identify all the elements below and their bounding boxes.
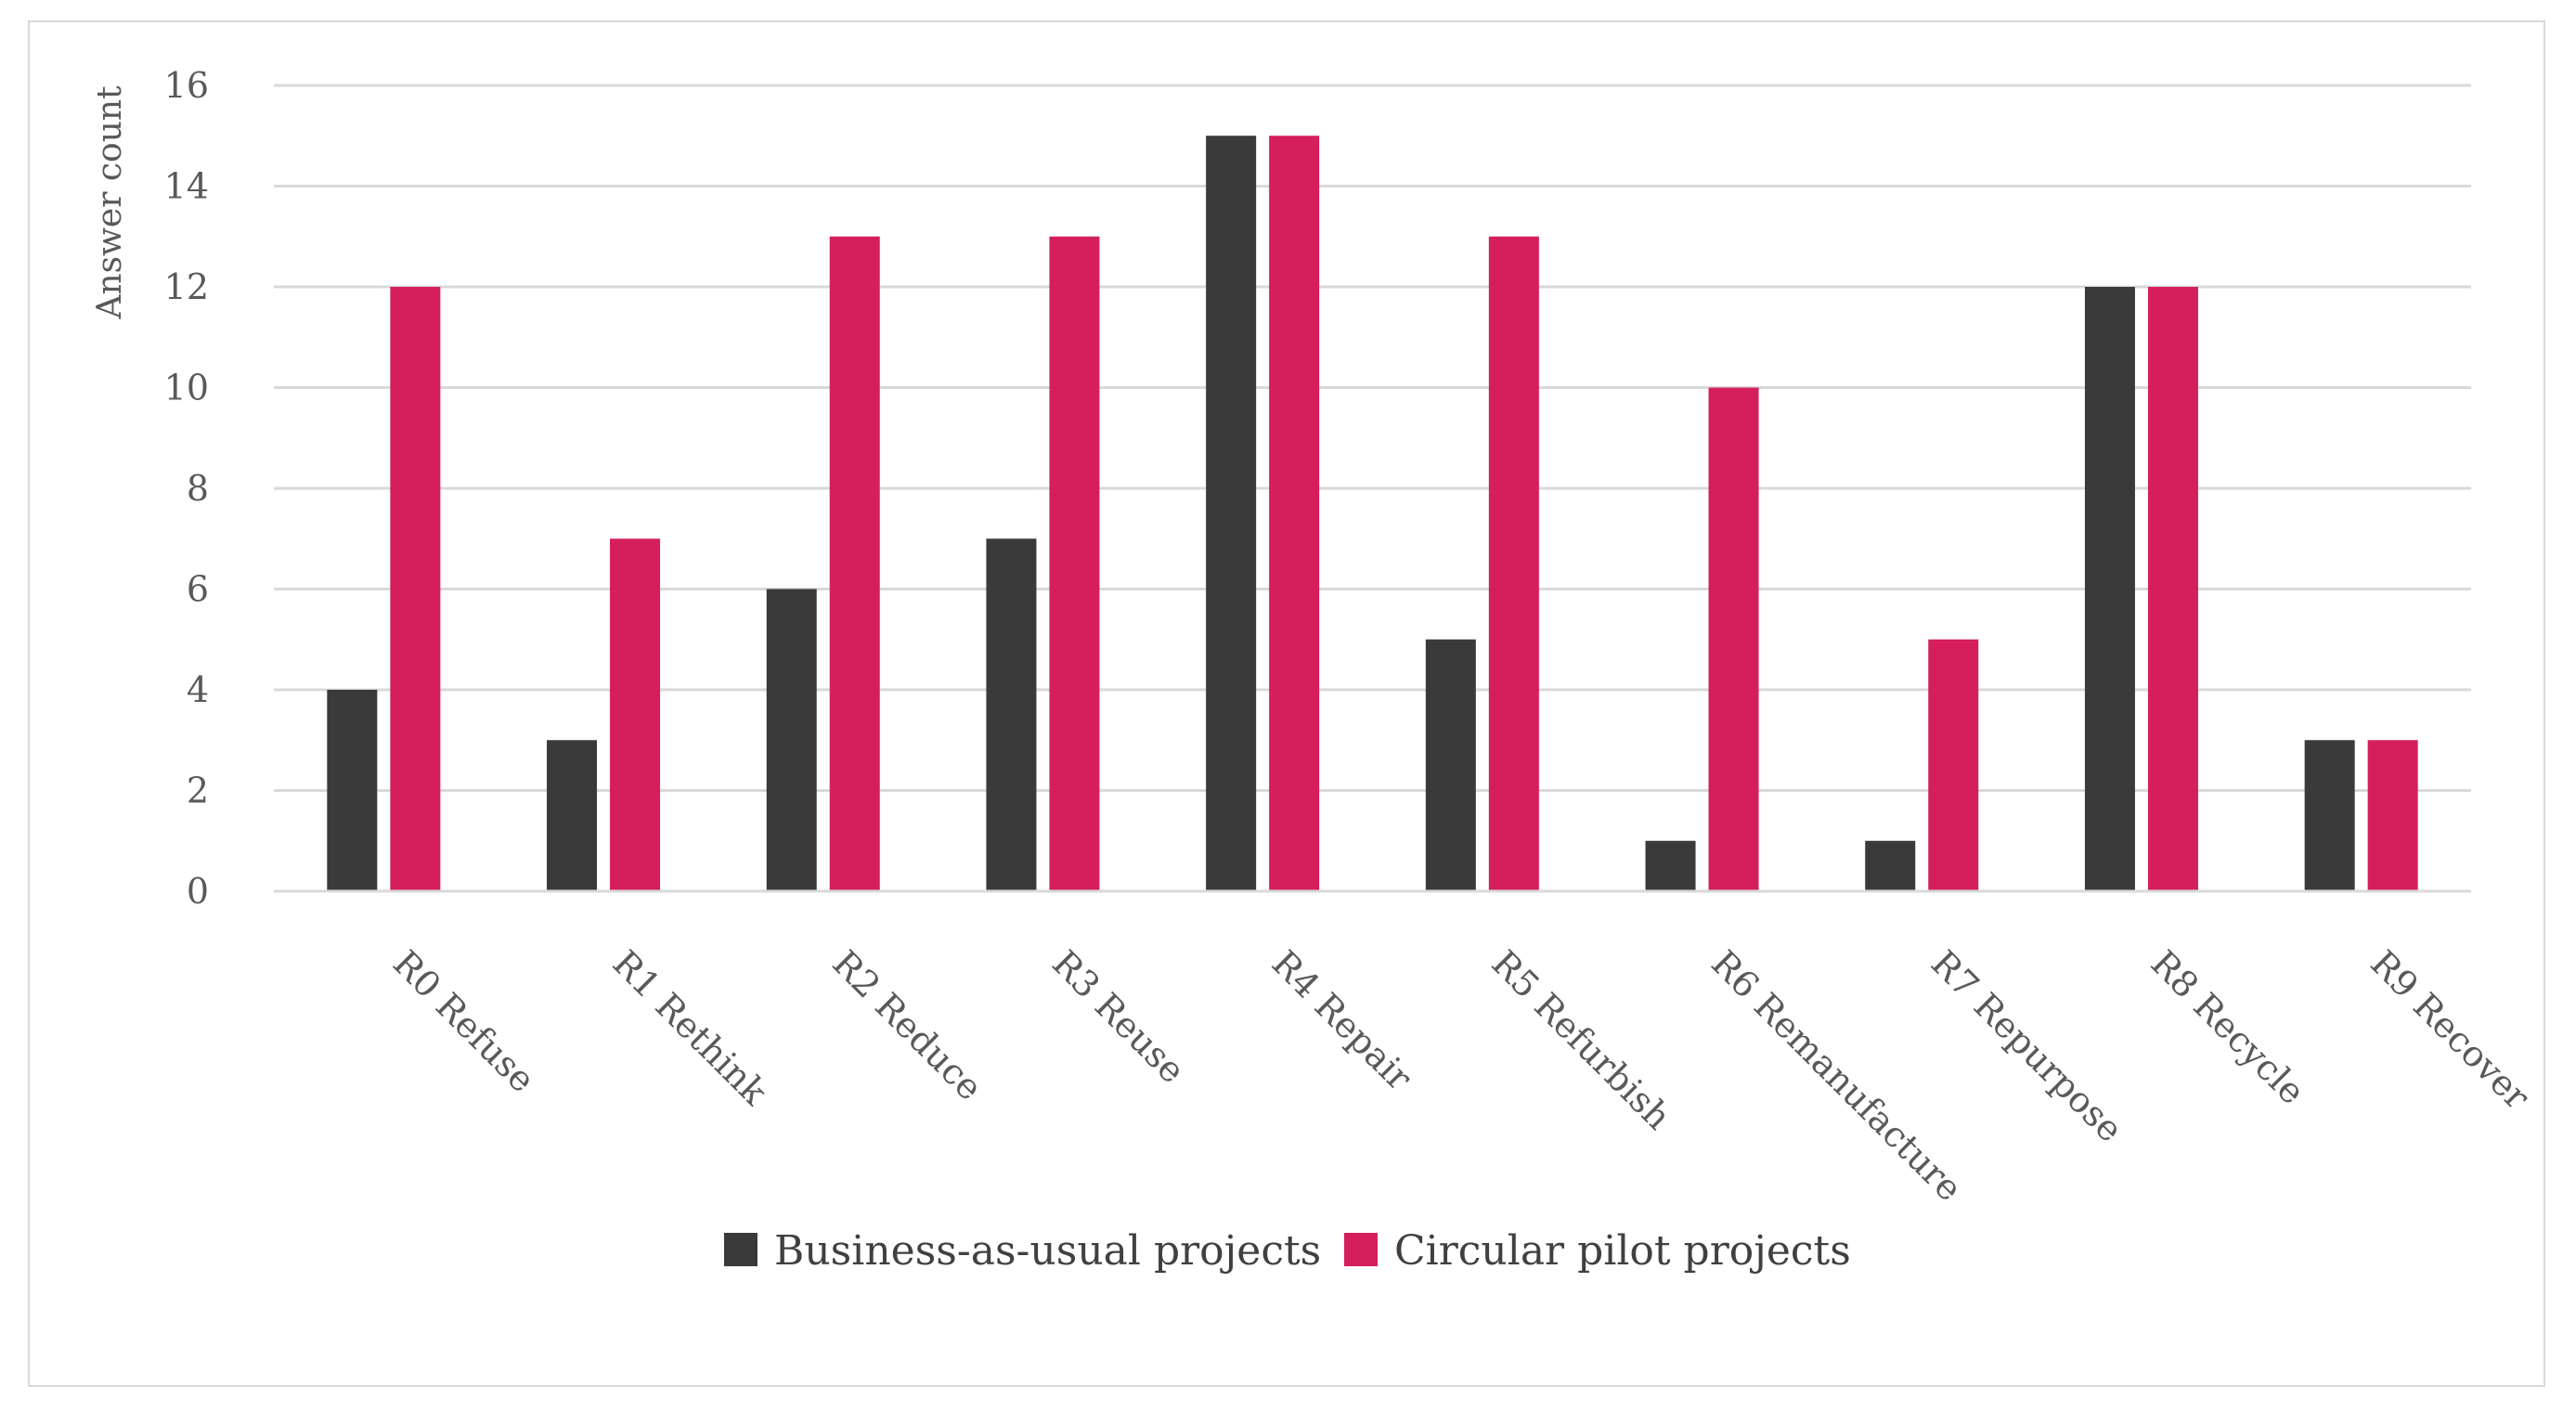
y-tick-label: 16 (164, 65, 209, 106)
bar (2304, 740, 2355, 891)
y-axis-ticks: 0 2 4 6 8 10 12 14 16 (164, 65, 209, 912)
y-tick-label: 12 (164, 266, 209, 307)
x-tick-label: R5 Refurbish (1483, 942, 1678, 1137)
y-tick-label: 6 (187, 569, 209, 610)
bar (1488, 236, 1539, 891)
x-tick-label: R0 Refuse (385, 942, 543, 1100)
x-tick-label: R2 Reduce (824, 942, 990, 1108)
x-tick-label: R8 Recycle (2143, 942, 2313, 1112)
x-tick-label: R4 Repair (1264, 942, 1420, 1098)
y-tick-label: 2 (187, 771, 209, 811)
bar (1206, 136, 1257, 891)
bar (610, 538, 661, 891)
y-tick-label: 0 (187, 871, 209, 912)
x-tick-label: R3 Reuse (1044, 942, 1193, 1091)
gridlines (274, 84, 2471, 792)
legend-label: Business-as-usual projects (774, 1227, 1321, 1275)
bar (1425, 639, 1476, 891)
y-tick-label: 14 (164, 166, 209, 207)
bar (1269, 136, 1320, 891)
bar (1645, 840, 1696, 891)
bar (1049, 236, 1100, 891)
bars (327, 136, 2418, 891)
bar (547, 740, 598, 891)
bar (766, 589, 817, 891)
x-axis-ticks: R0 Refuse R1 Rethink R2 Reduce R3 Reuse R4 R… (385, 942, 2538, 1209)
bar (986, 538, 1037, 891)
bar (1708, 387, 1759, 891)
x-tick-label: R1 Rethink (605, 942, 776, 1113)
legend-swatch (724, 1233, 757, 1266)
y-tick-label: 4 (187, 669, 209, 710)
y-tick-label: 10 (164, 368, 209, 408)
y-axis-title: Answer count (91, 85, 129, 320)
x-tick-label: R6 Remanufacture (1703, 942, 1970, 1209)
y-tick-label: 8 (187, 468, 209, 509)
legend: Business-as-usual projects Circular pilot… (724, 1227, 1851, 1275)
bar (2147, 287, 2198, 891)
bar (1865, 840, 1916, 891)
x-tick-label: R7 Repurpose (1923, 942, 2131, 1150)
bar (829, 236, 880, 891)
bar (2367, 740, 2418, 891)
bar (1928, 639, 1979, 891)
bar (327, 690, 378, 891)
legend-swatch (1344, 1233, 1378, 1266)
bar (2084, 287, 2135, 891)
bar (390, 287, 441, 891)
legend-label: Circular pilot projects (1394, 1227, 1851, 1275)
x-tick-label: R9 Recover (2362, 942, 2538, 1118)
